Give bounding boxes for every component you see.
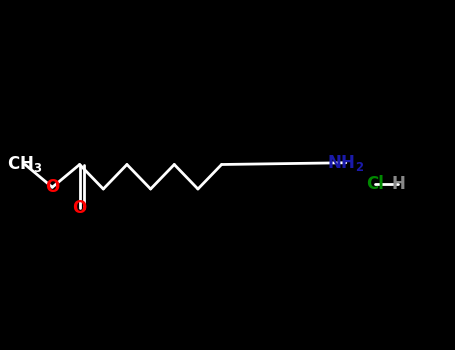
Text: Cl: Cl xyxy=(366,175,384,193)
Text: O: O xyxy=(72,199,87,217)
Text: $\mathregular{NH_2}$: $\mathregular{NH_2}$ xyxy=(327,153,364,173)
Text: $\mathregular{CH_3}$: $\mathregular{CH_3}$ xyxy=(7,154,43,175)
Text: H: H xyxy=(391,175,405,193)
Text: O: O xyxy=(45,178,60,196)
